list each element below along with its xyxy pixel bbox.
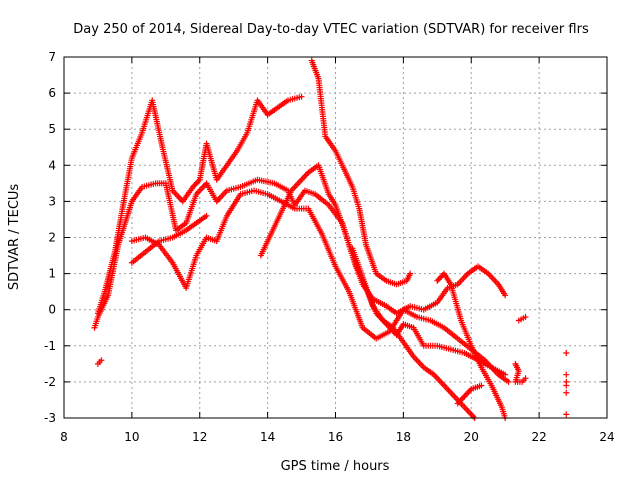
y-tick-label: 6 — [48, 86, 56, 100]
y-tick-label: 4 — [48, 158, 56, 172]
data-point — [192, 181, 199, 188]
data-point — [299, 175, 306, 182]
data-point — [298, 93, 305, 100]
data-point — [502, 371, 509, 378]
data-point — [194, 179, 201, 186]
grid — [64, 57, 607, 418]
data-point — [505, 378, 512, 385]
data-point — [203, 212, 210, 219]
series-trace-l — [512, 360, 529, 385]
y-tick-label: 3 — [48, 194, 56, 208]
x-tick-label: 8 — [60, 430, 68, 444]
y-tick-label: -1 — [44, 339, 56, 353]
data-point — [464, 390, 471, 397]
y-tick-label: 7 — [48, 50, 56, 64]
chart-title: Day 250 of 2014, Sidereal Day-to-day VTE… — [73, 22, 589, 37]
series-trace-e — [128, 187, 512, 385]
series-trace-j — [454, 382, 485, 407]
data-point — [460, 394, 467, 401]
y-tick-label: -2 — [44, 375, 56, 389]
x-tick-label: 10 — [124, 430, 139, 444]
data-point — [563, 389, 570, 396]
x-tick-label: 14 — [260, 430, 275, 444]
data-point — [438, 273, 445, 280]
data-point — [478, 382, 485, 389]
series-trace-h — [349, 245, 478, 421]
data-series — [91, 57, 570, 421]
data-point — [462, 391, 469, 398]
data-point — [301, 173, 308, 180]
data-point — [522, 313, 529, 320]
data-point — [461, 393, 468, 400]
data-point — [563, 371, 570, 378]
x-tick-label: 12 — [192, 430, 207, 444]
data-point — [465, 389, 472, 396]
x-tick-label: 18 — [396, 430, 411, 444]
series-trace-k — [515, 313, 529, 324]
series-trace-i — [434, 270, 509, 421]
x-tick-label: 20 — [464, 430, 479, 444]
x-tick-label: 24 — [599, 430, 614, 444]
data-point — [407, 270, 414, 277]
data-point — [98, 357, 105, 364]
x-axis-label: GPS time / hours — [281, 459, 390, 474]
series-trace-c — [94, 357, 105, 367]
data-point — [563, 350, 570, 357]
y-tick-label: 0 — [48, 303, 56, 317]
y-tick-label: 5 — [48, 122, 56, 136]
y-tick-label: 2 — [48, 231, 56, 245]
data-point — [563, 382, 570, 389]
series-trace-a — [91, 176, 509, 331]
data-point — [437, 274, 444, 281]
plot-frame — [63, 56, 608, 419]
y-axis-label: SDTVAR / TECUs — [7, 184, 22, 291]
data-point — [302, 172, 309, 179]
series-trace-m — [563, 350, 570, 418]
series-trace-g — [308, 57, 414, 288]
y-tick-label: 1 — [48, 267, 56, 281]
x-tick-label: 16 — [328, 430, 343, 444]
data-point — [435, 276, 442, 283]
series-trace-b — [94, 93, 305, 317]
data-point — [434, 277, 441, 284]
data-point — [563, 411, 570, 418]
data-point — [522, 375, 529, 382]
series-trace-d — [128, 212, 210, 266]
x-tick-label: 22 — [531, 430, 546, 444]
data-point — [502, 292, 509, 299]
y-tick-label: -3 — [44, 411, 56, 425]
